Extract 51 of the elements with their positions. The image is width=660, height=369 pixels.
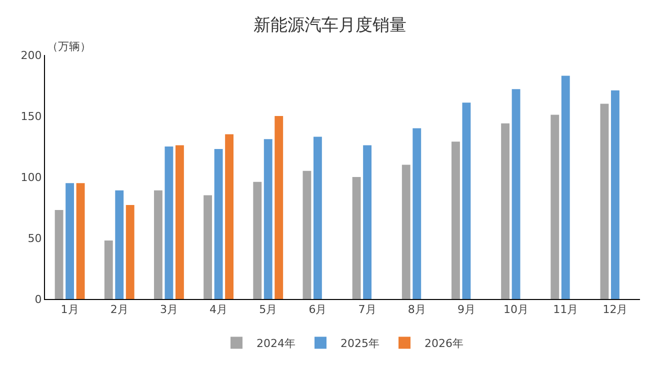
y-axis-title: （万辆） xyxy=(47,40,91,53)
bar xyxy=(115,190,124,299)
legend-label: 2025年 xyxy=(340,337,380,350)
x-tick-label: 1月 xyxy=(60,303,79,316)
bar xyxy=(264,139,272,299)
bar xyxy=(204,195,212,299)
bar xyxy=(225,134,234,299)
bar xyxy=(363,145,372,299)
bar xyxy=(352,177,361,299)
bar xyxy=(214,148,223,299)
x-tick-label: 11月 xyxy=(553,303,578,316)
bar xyxy=(302,170,312,299)
x-tick-label: 5月 xyxy=(259,303,278,316)
x-tick-label: 10月 xyxy=(504,303,529,316)
bar xyxy=(253,182,262,299)
x-tick-label: 6月 xyxy=(308,303,327,316)
bar xyxy=(175,145,184,299)
bar xyxy=(610,90,620,299)
bar xyxy=(76,183,85,299)
x-tick-label: 4月 xyxy=(210,303,228,316)
x-tick-label: 9月 xyxy=(457,303,476,316)
bar xyxy=(164,146,174,299)
y-tick-label: 100 xyxy=(20,170,42,184)
bar xyxy=(600,104,609,299)
x-tick-label: 2月 xyxy=(110,303,128,316)
bar xyxy=(402,164,410,299)
bar xyxy=(550,114,560,299)
bar xyxy=(54,210,64,299)
x-tick-label: 8月 xyxy=(408,303,426,316)
bar xyxy=(66,183,74,299)
bar xyxy=(104,240,113,299)
legend-label: 2024年 xyxy=(256,337,296,350)
bar xyxy=(274,116,284,299)
bar xyxy=(313,136,322,299)
y-tick-label: 200 xyxy=(20,48,42,62)
x-tick-label: 12月 xyxy=(602,303,628,316)
y-tick-label: 150 xyxy=(20,110,42,123)
bar xyxy=(452,142,460,299)
bar xyxy=(126,205,134,299)
bar xyxy=(462,102,471,299)
y-tick-label: 50 xyxy=(28,232,42,245)
legend-label: 2026年 xyxy=(424,337,464,350)
bar xyxy=(154,190,162,299)
bar xyxy=(512,89,520,299)
x-tick-label: 7月 xyxy=(358,303,376,316)
bar xyxy=(501,123,510,299)
bar xyxy=(561,76,570,299)
y-tick-label: 0 xyxy=(34,292,42,306)
x-tick-label: 3月 xyxy=(160,303,178,316)
bar xyxy=(412,128,422,299)
chart-title: 新能源汽车月度销量 xyxy=(254,15,406,36)
